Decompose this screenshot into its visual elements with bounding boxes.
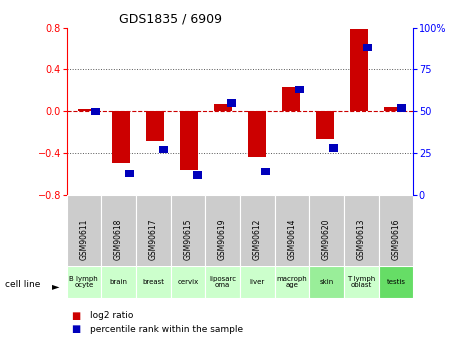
- Text: GSM90613: GSM90613: [357, 219, 366, 260]
- Bar: [315, 111, 334, 139]
- Text: GSM90615: GSM90615: [183, 219, 192, 260]
- Bar: [379, 195, 413, 267]
- Text: B lymph
ocyte: B lymph ocyte: [69, 276, 98, 288]
- Text: GSM90611: GSM90611: [79, 219, 88, 260]
- Bar: [344, 266, 379, 298]
- Bar: [91, 108, 100, 115]
- Bar: [261, 168, 269, 175]
- Text: GDS1835 / 6909: GDS1835 / 6909: [118, 12, 221, 25]
- Bar: [77, 109, 96, 111]
- Bar: [171, 266, 205, 298]
- Bar: [145, 111, 164, 140]
- Text: T lymph
oblast: T lymph oblast: [347, 276, 375, 288]
- Bar: [205, 266, 240, 298]
- Text: macroph
age: macroph age: [276, 276, 307, 288]
- Bar: [344, 195, 379, 267]
- Text: brain: brain: [110, 279, 127, 285]
- Bar: [240, 195, 275, 267]
- Bar: [275, 266, 309, 298]
- Bar: [350, 29, 368, 111]
- Bar: [329, 145, 338, 152]
- Bar: [159, 146, 168, 154]
- Text: liposarc
oma: liposarc oma: [209, 276, 236, 288]
- Bar: [101, 266, 136, 298]
- Text: liver: liver: [249, 279, 265, 285]
- Text: cell line: cell line: [5, 280, 40, 289]
- Text: percentile rank within the sample: percentile rank within the sample: [90, 325, 243, 334]
- Text: log2 ratio: log2 ratio: [90, 311, 133, 320]
- Bar: [240, 266, 275, 298]
- Text: ■: ■: [71, 311, 80, 321]
- Bar: [295, 86, 304, 93]
- Bar: [214, 104, 232, 111]
- Bar: [282, 87, 300, 111]
- Text: cervix: cervix: [177, 279, 199, 285]
- Text: GSM90617: GSM90617: [149, 219, 158, 260]
- Bar: [275, 195, 309, 267]
- Bar: [66, 266, 101, 298]
- Text: GSM90619: GSM90619: [218, 219, 227, 260]
- Bar: [66, 195, 101, 267]
- Text: GSM90616: GSM90616: [391, 219, 400, 260]
- Bar: [180, 111, 198, 170]
- Bar: [112, 111, 130, 162]
- Bar: [227, 99, 236, 107]
- Bar: [101, 195, 136, 267]
- Text: GSM90618: GSM90618: [114, 219, 123, 260]
- Text: ►: ►: [52, 281, 60, 290]
- Bar: [125, 169, 133, 177]
- Text: testis: testis: [387, 279, 406, 285]
- Bar: [171, 195, 205, 267]
- Bar: [247, 111, 266, 157]
- Bar: [193, 171, 201, 178]
- Bar: [136, 195, 171, 267]
- Text: GSM90620: GSM90620: [322, 219, 331, 260]
- Bar: [363, 44, 371, 51]
- Text: GSM90614: GSM90614: [287, 219, 296, 260]
- Bar: [136, 266, 171, 298]
- Text: skin: skin: [320, 279, 334, 285]
- Bar: [383, 107, 402, 111]
- Bar: [379, 266, 413, 298]
- Text: ■: ■: [71, 325, 80, 334]
- Bar: [309, 195, 344, 267]
- Bar: [309, 266, 344, 298]
- Text: GSM90612: GSM90612: [253, 219, 262, 260]
- Text: breast: breast: [142, 279, 164, 285]
- Bar: [205, 195, 240, 267]
- Bar: [397, 104, 406, 111]
